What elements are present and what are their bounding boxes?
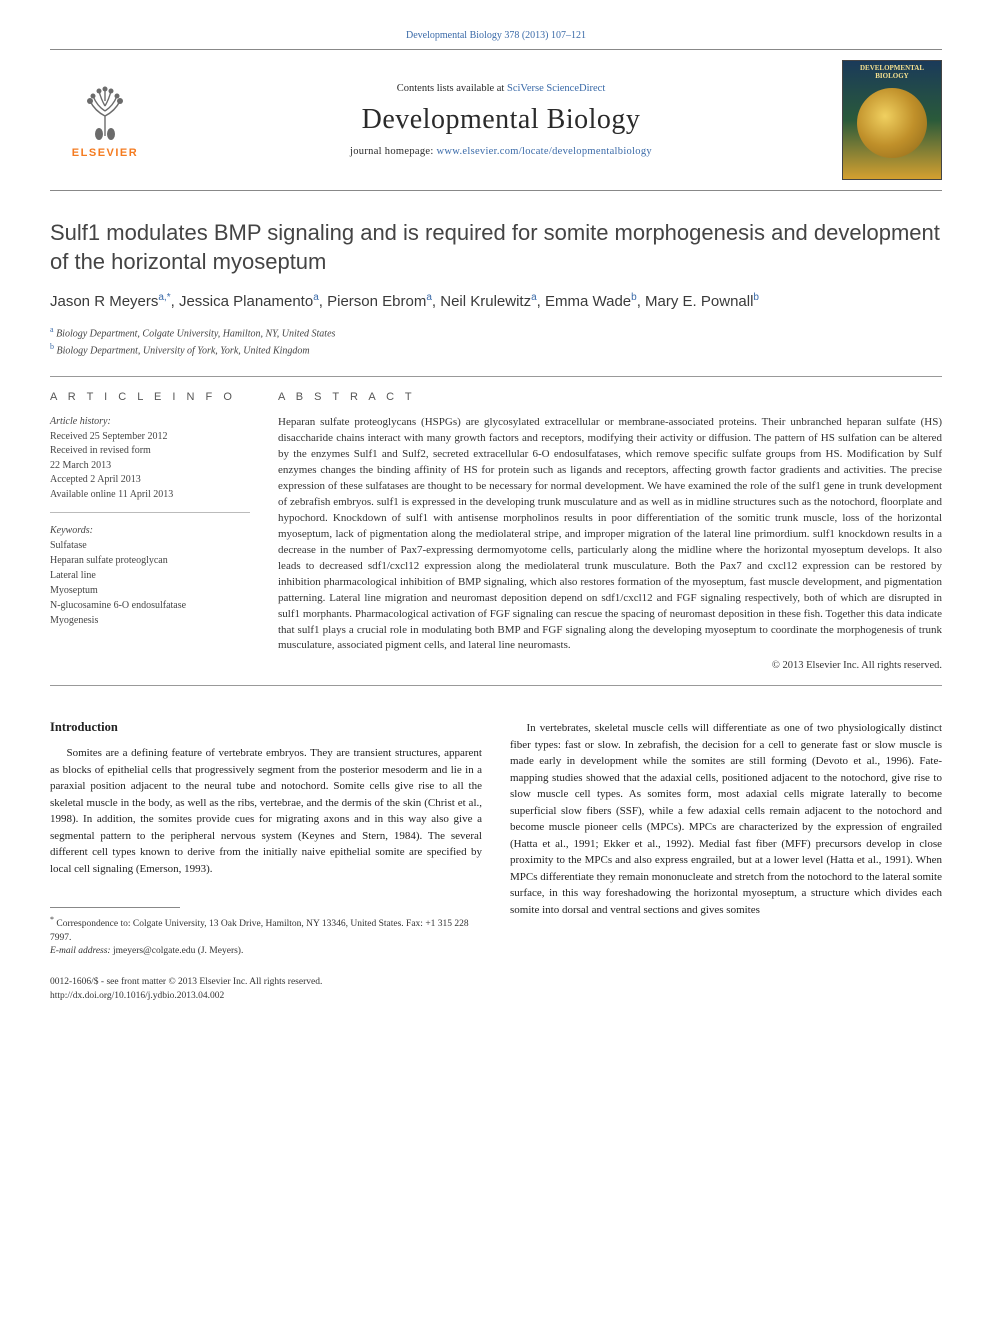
doi-line: http://dx.doi.org/10.1016/j.ydbio.2013.0… (50, 990, 482, 1003)
publisher-name: ELSEVIER (72, 147, 138, 159)
author-list: Jason R Meyersa,*, Jessica Planamentoa, … (50, 290, 942, 314)
divider (50, 512, 250, 513)
correspondence-footnote: * Correspondence to: Colgate University,… (50, 914, 482, 945)
keyword: Myogenesis (50, 613, 250, 628)
contents-prefix: Contents lists available at (397, 83, 507, 94)
homepage-prefix: journal homepage: (350, 146, 436, 157)
history-label: Article history: (50, 415, 250, 430)
author-name: Pierson Ebrom (327, 293, 426, 310)
keywords-label: Keywords: (50, 523, 250, 538)
correspondence-text: Correspondence to: Colgate University, 1… (50, 920, 469, 943)
abstract-label: A B S T R A C T (278, 391, 942, 403)
keyword: N-glucosamine 6-O endosulfatase (50, 598, 250, 613)
article-info-label: A R T I C L E I N F O (50, 391, 250, 403)
author-name: Jessica Planamento (179, 293, 313, 310)
contents-line: Contents lists available at SciVerse Sci… (176, 83, 826, 94)
affil-mark: a (531, 292, 537, 303)
affil-mark: a (426, 292, 432, 303)
journal-title: Developmental Biology (176, 104, 826, 136)
body-paragraph: Somites are a defining feature of verteb… (50, 745, 482, 877)
author-name: Mary E. Pownall (645, 293, 753, 310)
header-center: Contents lists available at SciVerse Sci… (176, 83, 826, 157)
info-abstract-row: A R T I C L E I N F O Article history: R… (50, 391, 942, 671)
email-footnote: E-mail address: jmeyers@colgate.edu (J. … (50, 945, 482, 958)
affil-mark: a,* (158, 292, 170, 303)
left-column: Introduction Somites are a defining feat… (50, 720, 482, 1003)
keyword: Myoseptum (50, 583, 250, 598)
right-column: In vertebrates, skeletal muscle cells wi… (510, 720, 942, 1003)
journal-cover-thumbnail: DEVELOPMENTAL BIOLOGY (842, 60, 942, 180)
publisher-block: ELSEVIER (50, 81, 160, 159)
body-paragraph: In vertebrates, skeletal muscle cells wi… (510, 720, 942, 918)
affil-mark: b (50, 342, 54, 351)
affil-mark: a (313, 292, 319, 303)
keyword: Heparan sulfate proteoglycan (50, 553, 250, 568)
abstract-text: Heparan sulfate proteoglycans (HSPGs) ar… (278, 415, 942, 654)
article-info-col: A R T I C L E I N F O Article history: R… (50, 391, 250, 671)
author-name: Neil Krulewitz (440, 293, 531, 310)
affil-mark: b (753, 292, 759, 303)
journal-header-box: ELSEVIER Contents lists available at Sci… (50, 49, 942, 191)
homepage-line: journal homepage: www.elsevier.com/locat… (176, 146, 826, 157)
cover-image-icon (857, 88, 927, 158)
affiliation-line: b Biology Department, University of York… (50, 341, 942, 358)
keywords-block: Keywords: Sulfatase Heparan sulfate prot… (50, 523, 250, 628)
affil-mark: b (631, 292, 637, 303)
divider (50, 685, 942, 686)
author-name: Emma Wade (545, 293, 631, 310)
page-root: Developmental Biology 378 (2013) 107–121… (0, 0, 992, 1043)
email-value: jmeyers@colgate.edu (J. Meyers). (113, 946, 243, 956)
divider (50, 376, 942, 377)
article-title: Sulf1 modulates BMP signaling and is req… (50, 219, 942, 276)
affil-text: Biology Department, University of York, … (57, 345, 310, 356)
footer-meta: 0012-1606/$ - see front matter © 2013 El… (50, 976, 482, 1003)
abstract-copyright: © 2013 Elsevier Inc. All rights reserved… (278, 660, 942, 671)
journal-citation-link[interactable]: Developmental Biology 378 (2013) 107–121 (50, 30, 942, 41)
history-line: Received in revised form (50, 444, 250, 459)
body-columns: Introduction Somites are a defining feat… (50, 720, 942, 1003)
abstract-col: A B S T R A C T Heparan sulfate proteogl… (278, 391, 942, 671)
affiliation-line: a Biology Department, Colgate University… (50, 324, 942, 341)
footnote-mark: * (50, 915, 54, 924)
footnote-separator (50, 907, 180, 908)
history-line: Accepted 2 April 2013 (50, 473, 250, 488)
sciencedirect-link[interactable]: SciVerse ScienceDirect (507, 83, 605, 94)
author-name: Jason R Meyers (50, 293, 158, 310)
history-line: 22 March 2013 (50, 459, 250, 474)
history-block: Article history: Received 25 September 2… (50, 415, 250, 502)
email-label: E-mail address: (50, 946, 111, 956)
affil-mark: a (50, 325, 54, 334)
homepage-link[interactable]: www.elsevier.com/locate/developmentalbio… (437, 146, 652, 157)
cover-title: DEVELOPMENTAL BIOLOGY (847, 65, 937, 80)
affiliation-list: a Biology Department, Colgate University… (50, 324, 942, 359)
history-line: Received 25 September 2012 (50, 430, 250, 445)
elsevier-tree-icon (75, 81, 135, 141)
history-line: Available online 11 April 2013 (50, 488, 250, 503)
keyword: Sulfatase (50, 538, 250, 553)
intro-heading: Introduction (50, 720, 482, 735)
affil-text: Biology Department, Colgate University, … (56, 328, 335, 339)
issn-line: 0012-1606/$ - see front matter © 2013 El… (50, 976, 482, 989)
keyword: Lateral line (50, 568, 250, 583)
